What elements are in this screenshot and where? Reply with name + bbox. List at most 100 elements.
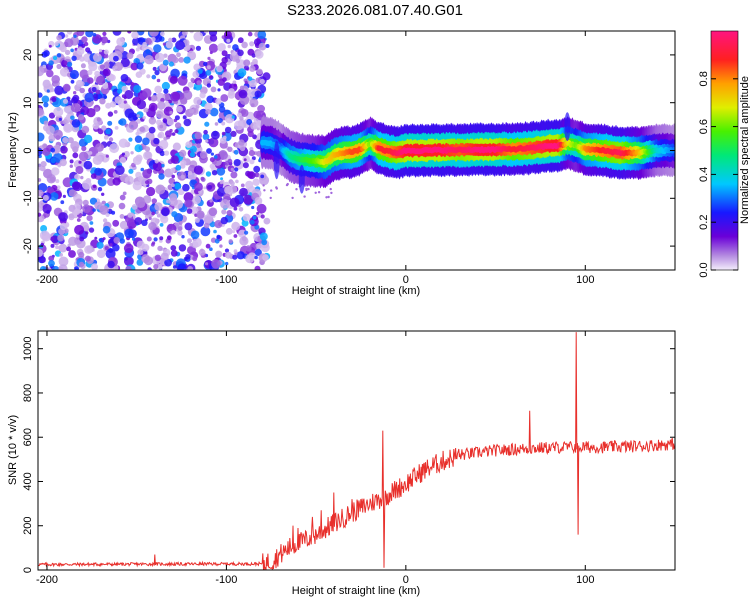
noise-speckle bbox=[238, 89, 248, 99]
noise-speckle bbox=[145, 49, 151, 54]
noise-speckle bbox=[119, 220, 129, 230]
noise-speckle bbox=[54, 85, 64, 96]
spectrogram-y-label: Frequency (Hz) bbox=[7, 112, 19, 188]
noise-speckle bbox=[136, 62, 144, 70]
noise-speckle bbox=[94, 107, 100, 112]
colorbar: 0.0 0.2 0.4 0.6 0.8 Normalized spectral ampl… bbox=[698, 30, 750, 278]
noise-speckle bbox=[217, 118, 223, 124]
noise-speckle bbox=[78, 114, 85, 121]
noise-speckle bbox=[193, 31, 204, 42]
snr-x-label: Height of straight line (km) bbox=[292, 585, 420, 597]
noise-speckle bbox=[230, 181, 235, 186]
noise-speckle bbox=[249, 79, 257, 88]
noise-speckle bbox=[58, 243, 68, 253]
noise-speckle bbox=[59, 158, 67, 167]
noise-speckle bbox=[96, 241, 104, 249]
noise-speckle bbox=[58, 212, 68, 222]
noise-speckle bbox=[70, 103, 81, 113]
noise-speckle bbox=[81, 125, 90, 134]
noise-speckle bbox=[76, 218, 81, 222]
y-tick-label: 800 bbox=[22, 384, 34, 402]
noise-speckle bbox=[177, 230, 183, 236]
noise-speckle bbox=[159, 150, 165, 157]
noise-speckle bbox=[38, 92, 43, 98]
noise-speckle bbox=[206, 83, 212, 88]
noise-speckle bbox=[141, 219, 148, 226]
noise-speckle bbox=[221, 121, 226, 126]
colorbar-gradient bbox=[710, 30, 739, 271]
noise-speckle bbox=[183, 192, 194, 203]
noise-speckle bbox=[70, 115, 75, 121]
noise-speckle bbox=[46, 69, 54, 78]
noise-speckle bbox=[79, 69, 89, 79]
noise-speckle bbox=[48, 60, 54, 66]
noise-speckle bbox=[81, 179, 92, 190]
noise-speckle bbox=[125, 265, 132, 270]
noise-speckle bbox=[81, 43, 86, 48]
noise-speckle bbox=[248, 252, 256, 260]
noise-speckle bbox=[85, 31, 94, 38]
noise-speckle bbox=[62, 177, 73, 188]
noise-speckle bbox=[123, 243, 134, 254]
noise-speckle bbox=[243, 194, 254, 205]
noise-speckle bbox=[62, 98, 69, 104]
noise-speckle bbox=[179, 149, 187, 157]
noise-speckle bbox=[249, 159, 255, 165]
noise-speckle bbox=[187, 170, 193, 176]
noise-speckle bbox=[62, 119, 68, 125]
noise-speckle bbox=[132, 181, 142, 191]
noise-speckle bbox=[202, 133, 210, 141]
noise-speckle bbox=[107, 111, 114, 117]
noise-speckle bbox=[230, 130, 237, 137]
noise-speckle bbox=[189, 242, 194, 247]
noise-speckle bbox=[119, 214, 125, 219]
noise-speckle bbox=[233, 206, 238, 211]
noise-speckle bbox=[76, 79, 83, 87]
noise-speckle bbox=[152, 66, 157, 71]
noise-speckle bbox=[241, 41, 248, 49]
noise-speckle bbox=[193, 165, 203, 175]
noise-speckle bbox=[209, 157, 215, 163]
noise-speckle bbox=[99, 98, 106, 105]
noise-speckle bbox=[154, 85, 163, 94]
noise-speckle bbox=[145, 37, 153, 45]
noise-speckle bbox=[219, 244, 223, 248]
noise-speckle bbox=[79, 87, 85, 94]
noise-speckle bbox=[120, 57, 130, 68]
noise-speckle bbox=[285, 183, 289, 187]
noise-speckle bbox=[64, 49, 71, 56]
noise-speckle bbox=[166, 199, 171, 204]
noise-speckle bbox=[220, 94, 229, 102]
noise-speckle bbox=[82, 199, 89, 206]
x-tick-label: 0 bbox=[403, 574, 409, 586]
noise-speckle bbox=[137, 249, 144, 256]
noise-speckle bbox=[270, 189, 273, 192]
noise-speckle bbox=[240, 109, 249, 117]
noise-speckle bbox=[119, 156, 127, 164]
noise-speckle bbox=[161, 81, 170, 91]
noise-speckle bbox=[253, 165, 261, 173]
noise-speckle bbox=[183, 118, 192, 127]
noise-speckle bbox=[233, 159, 241, 167]
noise-speckle bbox=[69, 69, 79, 80]
noise-speckle bbox=[154, 159, 159, 164]
noise-speckle bbox=[58, 264, 68, 270]
noise-speckle bbox=[171, 229, 176, 235]
noise-speckle bbox=[112, 219, 120, 227]
noise-speckle bbox=[41, 232, 51, 242]
noise-speckle bbox=[38, 147, 43, 156]
noise-speckle bbox=[242, 213, 251, 222]
noise-speckle bbox=[216, 65, 223, 73]
noise-speckle bbox=[114, 65, 118, 70]
noise-speckle bbox=[131, 204, 138, 210]
noise-speckle bbox=[196, 80, 202, 86]
noise-speckle bbox=[200, 176, 205, 181]
noise-speckle bbox=[209, 34, 218, 42]
noise-speckle bbox=[222, 77, 227, 82]
noise-speckle bbox=[136, 114, 140, 118]
noise-speckle bbox=[171, 37, 177, 43]
noise-speckle bbox=[40, 161, 47, 168]
noise-speckle bbox=[78, 151, 89, 162]
noise-speckle bbox=[119, 194, 126, 201]
noise-speckle bbox=[123, 151, 130, 158]
